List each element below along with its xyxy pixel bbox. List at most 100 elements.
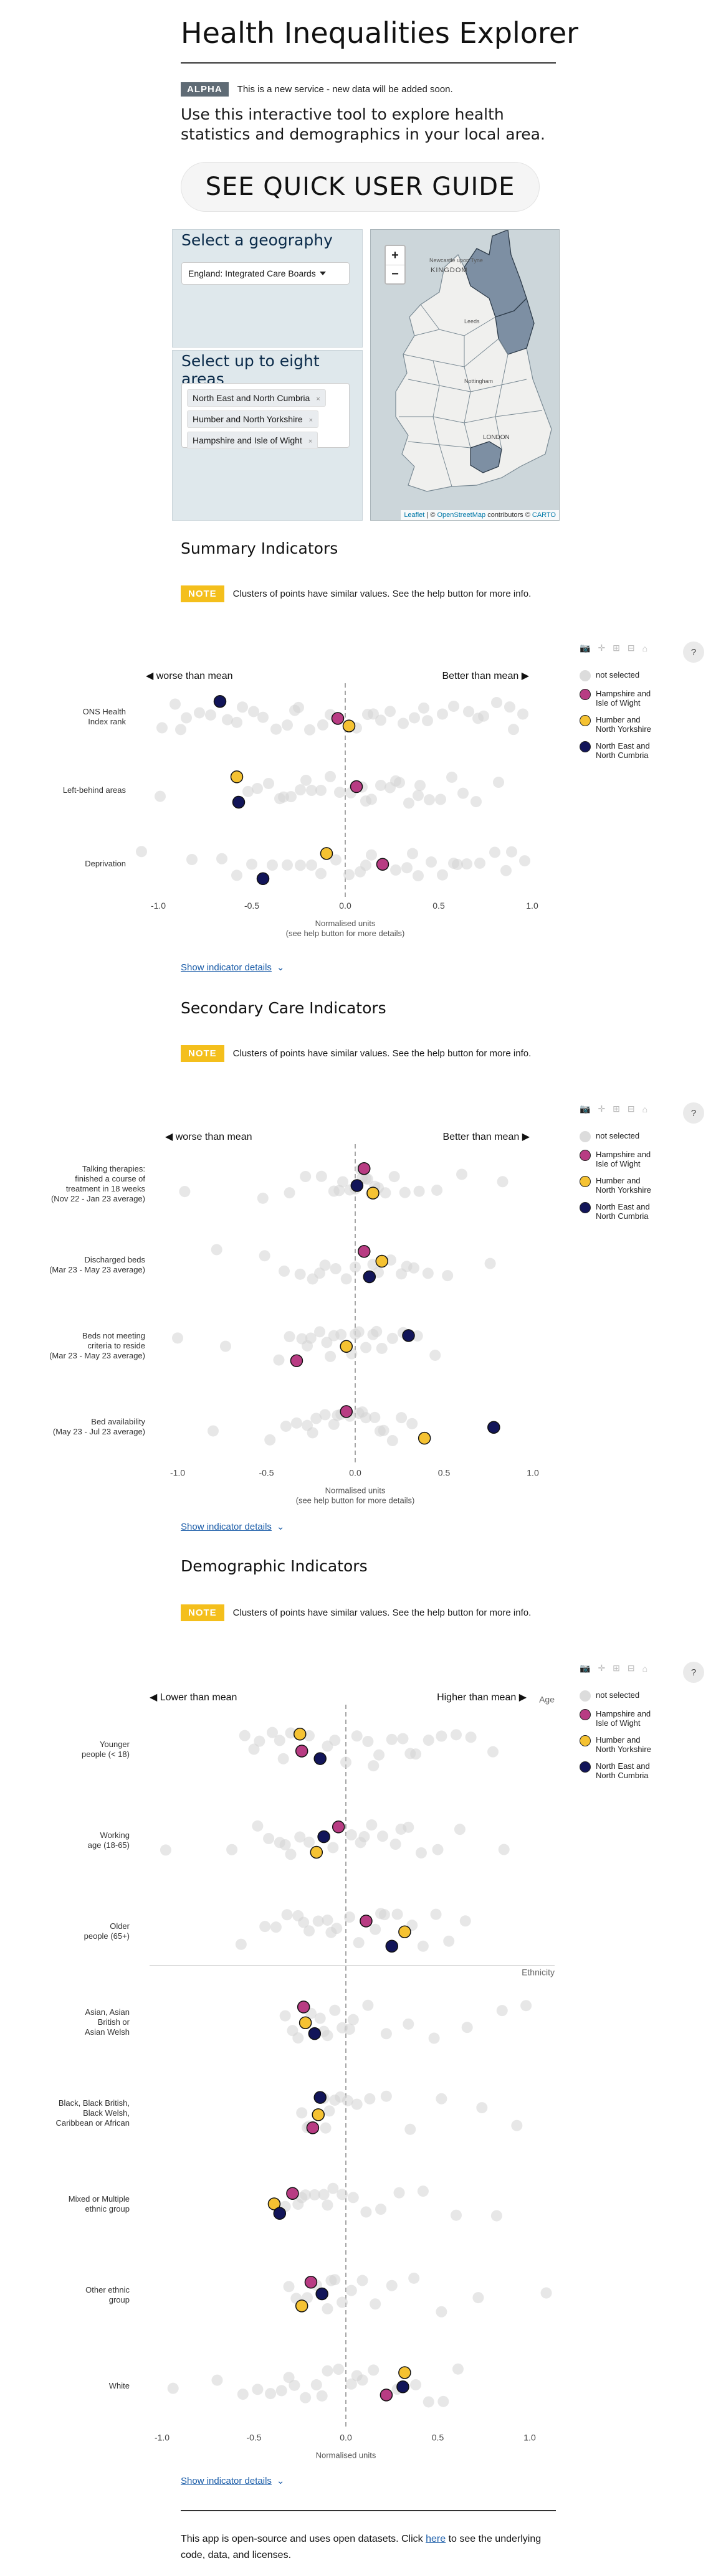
area-point	[294, 1727, 307, 1741]
legend-item-north-east[interactable]: North East and North Cumbria	[580, 741, 659, 760]
not-selected-point	[314, 1267, 325, 1279]
area-point	[213, 694, 227, 708]
row-label: ONS Health	[83, 707, 126, 716]
leaflet-link[interactable]: Leaflet	[404, 511, 425, 519]
remove-chip-icon[interactable]: ×	[308, 438, 313, 445]
legend-item-humber[interactable]: Humber and North Yorkshire	[580, 1176, 659, 1195]
pan-icon[interactable]: ✛	[598, 1104, 606, 1114]
not-selected-point	[279, 1265, 290, 1277]
geography-dropdown[interactable]: England: Integrated Care Boards	[181, 262, 350, 285]
pan-icon[interactable]: ✛	[598, 643, 606, 653]
chart-toolbar: 📷 ✛ ⊞ ⊟ ⌂	[580, 643, 647, 653]
home-icon[interactable]: ⌂	[642, 643, 648, 653]
show-indicator-details-link[interactable]: Show indicator details ⌄	[181, 2476, 285, 2486]
row-label: ethnic group	[85, 2204, 130, 2214]
not-selected-point	[461, 2022, 473, 2034]
camera-icon[interactable]: 📷	[580, 1663, 591, 1673]
zoom-out-icon[interactable]: ⊟	[627, 1104, 635, 1114]
camera-icon[interactable]: 📷	[580, 643, 591, 653]
alpha-text: This is a new service - new data will be…	[237, 84, 453, 95]
not-selected-point	[397, 1733, 409, 1745]
area-chip[interactable]: Hampshire and Isle of Wight ×	[187, 432, 318, 449]
not-selected-point	[285, 1727, 297, 1739]
not-selected-point	[368, 708, 379, 720]
legend-item-not-selected[interactable]: not selected	[580, 1131, 659, 1142]
area-point	[256, 872, 270, 886]
area-point	[310, 1845, 323, 1859]
not-selected-point	[175, 724, 186, 736]
not-selected-point	[451, 2209, 462, 2221]
area-point	[317, 1830, 330, 1844]
legend-item-north-east[interactable]: North East and North Cumbria	[580, 1761, 659, 1780]
remove-chip-icon[interactable]: ×	[316, 395, 320, 403]
legend-item-not-selected[interactable]: not selected	[580, 670, 659, 681]
area-chip[interactable]: North East and North Cumbria ×	[187, 389, 326, 407]
pan-icon[interactable]: ✛	[598, 1663, 606, 1673]
not-selected-point	[380, 2090, 392, 2102]
not-selected-point	[285, 1849, 297, 1860]
area-point	[304, 2276, 318, 2289]
osm-link[interactable]: OpenStreetMap	[437, 511, 486, 519]
not-selected-point	[263, 1832, 275, 1844]
legend-item-hampshire[interactable]: Hampshire and Isle of Wight	[580, 1150, 659, 1168]
row-label: Caribbean or African	[55, 2118, 130, 2128]
x-axis-sublabel: (see help button for more details)	[286, 929, 405, 938]
legend-item-humber[interactable]: Humber and North Yorkshire	[580, 1735, 659, 1754]
help-button[interactable]: ?	[683, 642, 704, 663]
zoom-out-button[interactable]: −	[386, 265, 404, 283]
help-button[interactable]: ?	[683, 1102, 704, 1124]
zoom-out-icon[interactable]: ⊟	[627, 643, 635, 653]
not-selected-point	[310, 2379, 322, 2391]
area-point	[295, 1745, 308, 1758]
help-button[interactable]: ?	[683, 1662, 704, 1683]
zoom-in-button[interactable]: +	[391, 248, 399, 262]
quick-user-guide-button[interactable]: SEE QUICK USER GUIDE	[181, 162, 540, 212]
home-icon[interactable]: ⌂	[642, 1663, 648, 1674]
carto-link[interactable]: CARTO	[532, 511, 556, 519]
not-selected-point	[404, 1748, 416, 1759]
area-point	[380, 2389, 393, 2402]
not-selected-point	[436, 1730, 447, 1742]
footer-text: This app is open-source and uses open da…	[181, 2534, 542, 2560]
not-selected-point	[259, 1921, 271, 1933]
not-selected-point	[380, 2028, 392, 2040]
not-selected-point	[517, 708, 528, 720]
zoom-out-icon[interactable]: ⊟	[627, 1663, 635, 1673]
remove-chip-icon[interactable]: ×	[308, 417, 313, 424]
not-selected-point	[386, 2280, 398, 2291]
secondary-care-chart[interactable]: ◀ worse than mean Better than mean ▶ Talki…	[50, 1115, 580, 1507]
legend-item-hampshire[interactable]: Hampshire and Isle of Wight	[580, 689, 659, 708]
not-selected-point	[487, 1746, 499, 1758]
not-selected-point	[448, 700, 459, 712]
map-label: LONDON	[483, 434, 510, 441]
legend-swatch	[580, 715, 591, 726]
zoom-in-icon[interactable]: ⊞	[613, 1663, 620, 1673]
source-code-link[interactable]: here	[426, 2534, 446, 2544]
not-selected-point	[319, 1259, 331, 1271]
areas-selector[interactable]: North East and North Cumbria × Humber and…	[181, 383, 350, 449]
camera-icon[interactable]: 📷	[580, 1104, 591, 1114]
area-chip[interactable]: Humber and North Yorkshire ×	[187, 410, 319, 428]
legend-item-not-selected[interactable]: not selected	[580, 1690, 659, 1702]
legend-item-hampshire[interactable]: Hampshire and Isle of Wight	[580, 1709, 659, 1728]
not-selected-point	[398, 717, 409, 729]
note-badge: NOTE	[181, 585, 224, 602]
not-selected-point	[401, 862, 413, 874]
not-selected-point	[259, 1250, 270, 1262]
zoom-in-icon[interactable]: ⊞	[613, 643, 620, 653]
area-point	[315, 2287, 328, 2301]
not-selected-point	[413, 1185, 425, 1197]
show-indicator-details-link[interactable]: Show indicator details ⌄	[181, 962, 285, 973]
area-map[interactable]: Newcastle upon Tyne KINGDOM Leeds Nottin…	[370, 229, 560, 521]
demographic-chart[interactable]: ◀ Lower than mean Higher than mean ▶ Age Et…	[37, 1675, 580, 2460]
show-indicator-details-link[interactable]: Show indicator details ⌄	[181, 1522, 285, 1532]
legend-item-humber[interactable]: Humber and North Yorkshire	[580, 715, 659, 734]
row-label: Talking therapies:	[82, 1164, 145, 1173]
summary-chart[interactable]: ◀ worse than mean Better than mean ▶ ONS H…	[50, 654, 580, 947]
zoom-in-icon[interactable]: ⊞	[613, 1104, 620, 1114]
not-selected-point	[456, 1168, 467, 1180]
not-selected-point	[384, 706, 396, 717]
legend-item-north-east[interactable]: North East and North Cumbria	[580, 1202, 659, 1221]
better-than-mean-label: Higher than mean ▶	[437, 1692, 527, 1703]
home-icon[interactable]: ⌂	[642, 1104, 648, 1114]
